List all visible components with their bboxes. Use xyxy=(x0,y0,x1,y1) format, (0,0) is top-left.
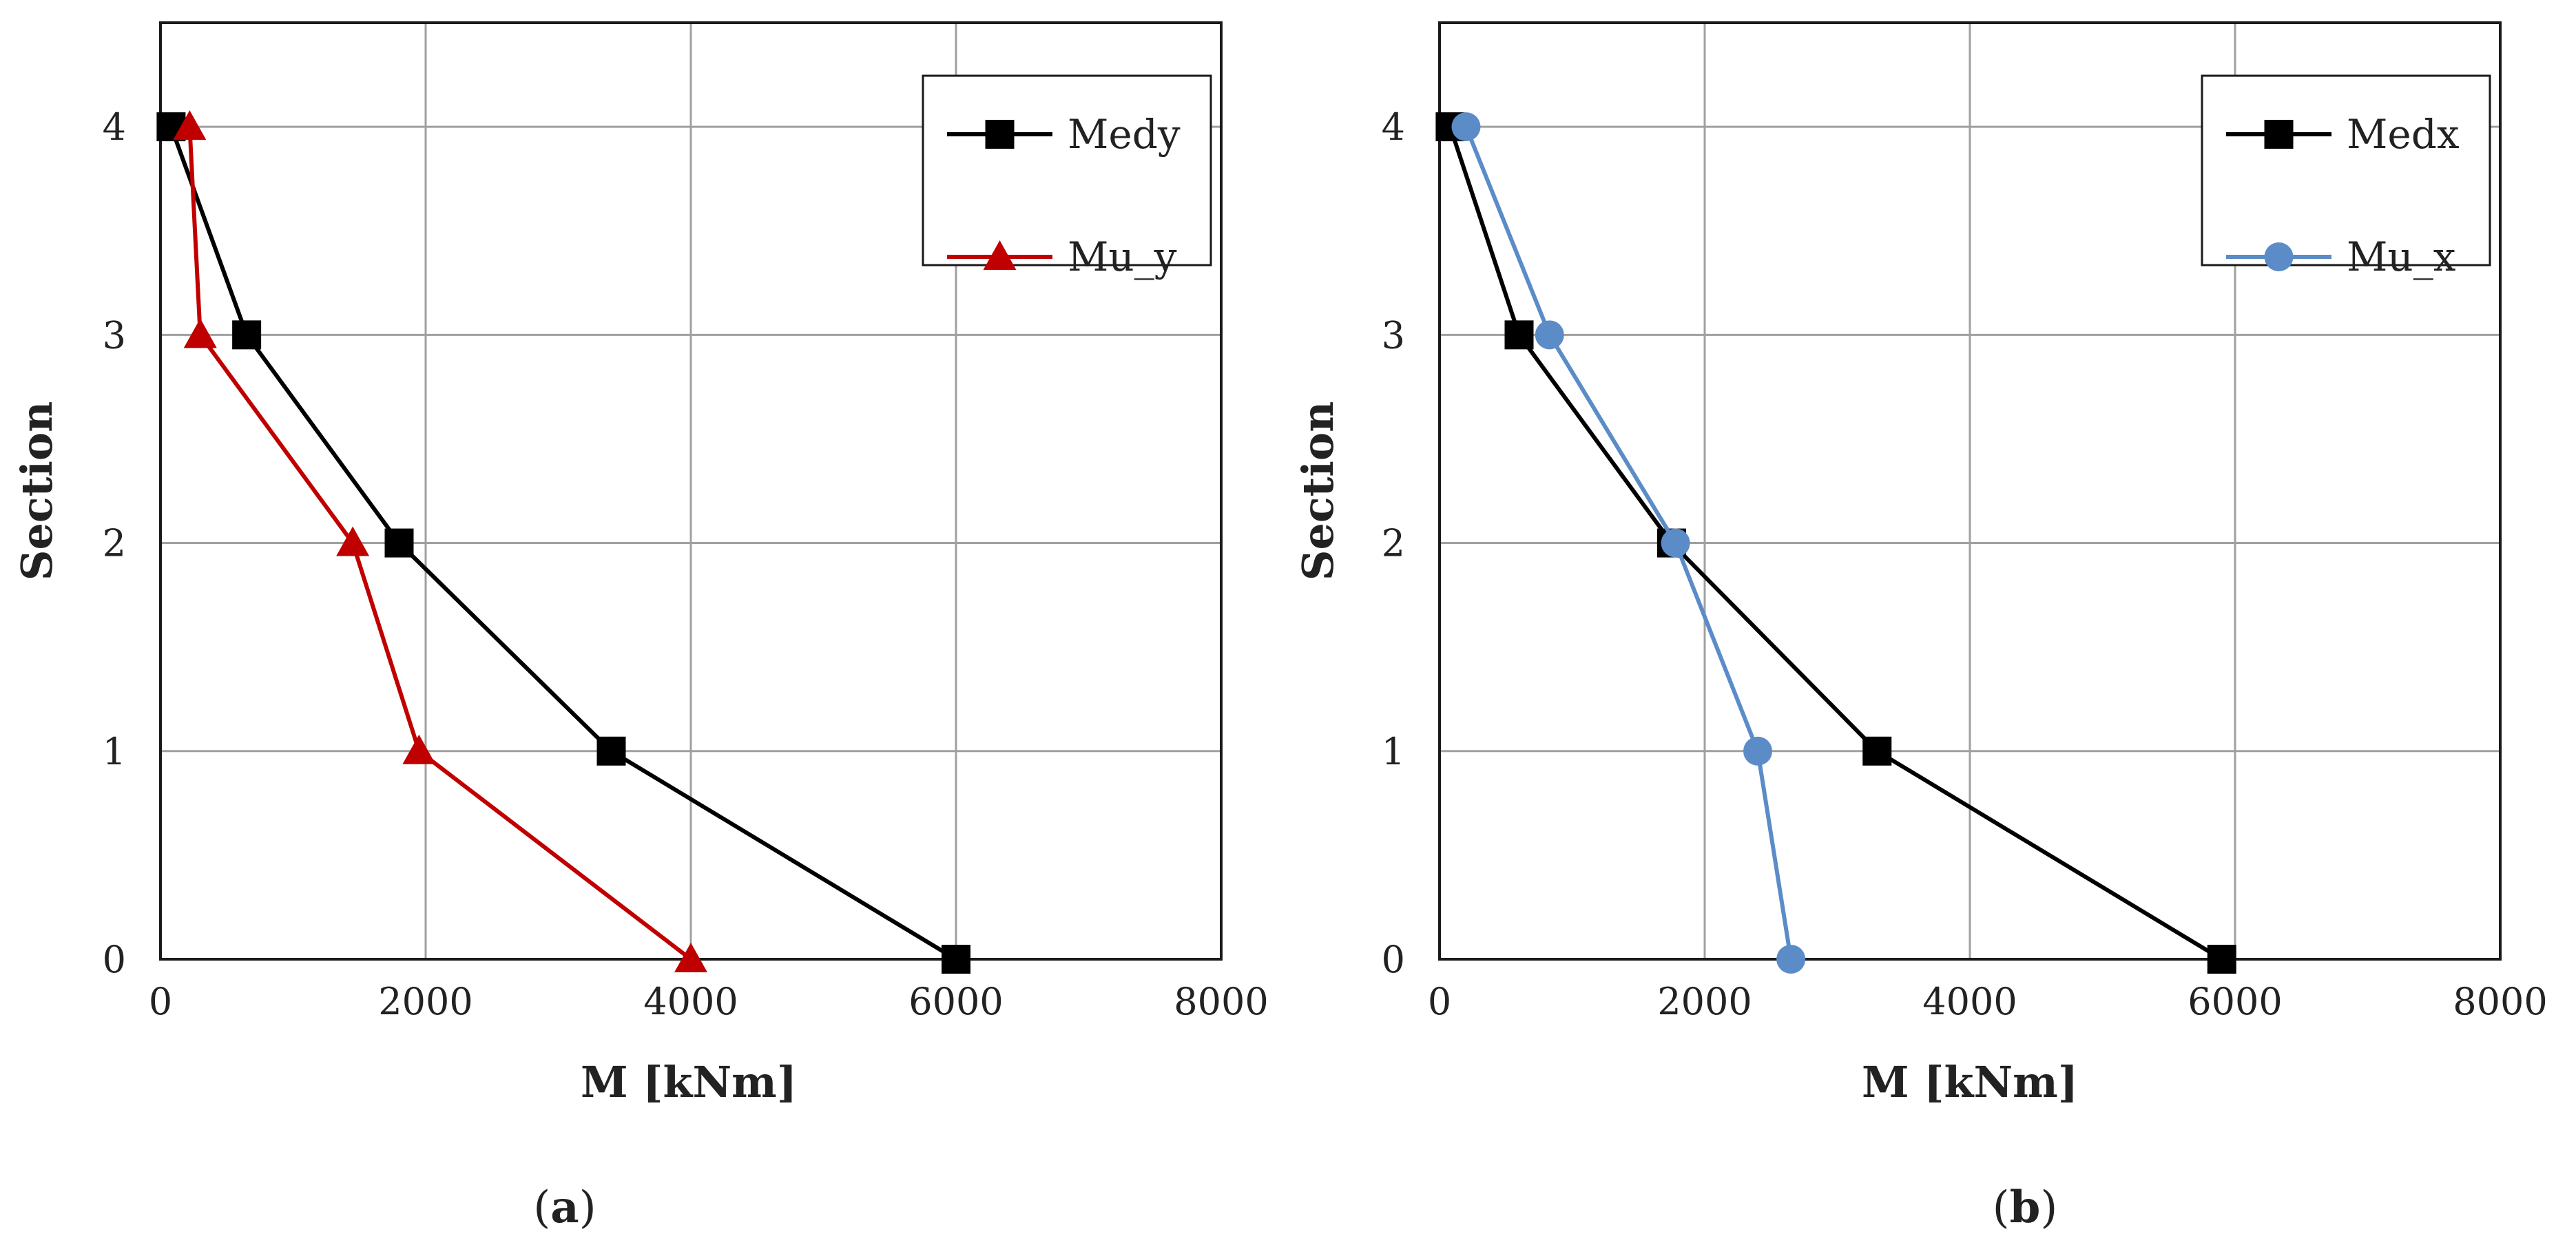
chart-panel-b: 0 2000 4000 6000 8000 0 1 2 3 4 M [kNm] Section Medx… xyxy=(1293,21,2548,1233)
x-axis-title: M [kNm] xyxy=(581,1057,797,1107)
plot-area-frame xyxy=(1438,21,2502,961)
legend-marker xyxy=(985,120,1015,149)
panel-label-open: ( xyxy=(533,1182,550,1233)
data-point-marker xyxy=(1661,528,1690,558)
legend: Medy Mu_y xyxy=(922,74,1212,280)
data-point-marker xyxy=(942,945,970,974)
x-tick-label: 4000 xyxy=(643,980,738,1023)
y-tick-label: 2 xyxy=(1382,522,1405,565)
data-point-marker xyxy=(336,526,370,556)
legend-marker xyxy=(2264,120,2294,149)
data-point-marker xyxy=(183,318,217,348)
x-tick-label: 4000 xyxy=(1922,980,2017,1023)
y-tick-label: 3 xyxy=(103,313,126,357)
panel-label: (b) xyxy=(1993,1182,2058,1233)
data-point-marker xyxy=(1535,320,1564,350)
y-tick-label: 3 xyxy=(1382,313,1405,357)
data-point-marker xyxy=(1504,320,1534,350)
panel-label: (a) xyxy=(533,1182,596,1233)
legend-marker xyxy=(2264,242,2294,271)
x-axis-title: M [kNm] xyxy=(1862,1057,2078,1107)
panel-label-close: ) xyxy=(579,1182,596,1233)
legend-label: Mu_x xyxy=(2347,233,2455,280)
legend-box xyxy=(2201,74,2491,266)
x-tick-label: 8000 xyxy=(2453,980,2547,1023)
legend-label: Medy xyxy=(1068,111,1181,158)
data-point-marker xyxy=(232,320,262,350)
legend-label: Mu_y xyxy=(1068,233,1177,280)
y-axis-title: Section xyxy=(1293,401,1343,581)
x-tick-label: 6000 xyxy=(2188,980,2282,1023)
legend: Medx Mu_x xyxy=(2201,74,2491,280)
data-point-marker xyxy=(402,734,436,764)
data-point-marker xyxy=(1743,736,1772,766)
y-tick-label: 1 xyxy=(103,730,126,773)
legend-label: Medx xyxy=(2347,111,2460,158)
x-tick-label: 0 xyxy=(149,980,172,1023)
legend-marker xyxy=(983,240,1017,270)
y-tick-label: 0 xyxy=(103,938,126,981)
x-tick-label: 2000 xyxy=(378,980,472,1023)
y-tick-label: 1 xyxy=(1382,730,1405,773)
x-tick-label: 8000 xyxy=(1174,980,1268,1023)
y-tick-label: 2 xyxy=(103,522,126,565)
y-tick-label: 0 xyxy=(1382,938,1405,981)
series-Mu_y xyxy=(173,110,707,972)
panel-label-letter: b xyxy=(2010,1182,2041,1233)
y-tick-label: 4 xyxy=(1382,105,1405,149)
panel-label-open: ( xyxy=(1993,1182,2010,1233)
chart-panel-a: 0 2000 4000 6000 8000 0 1 2 3 4 M [kNm] Section Medy… xyxy=(12,21,1269,1233)
legend-box xyxy=(922,74,1212,266)
data-point-marker xyxy=(173,110,207,140)
y-axis-title: Section xyxy=(12,401,62,581)
series-Mu_x xyxy=(1451,112,1806,974)
data-point-marker xyxy=(1776,945,1806,974)
data-point-marker xyxy=(1451,112,1481,142)
x-tick-label: 2000 xyxy=(1657,980,1752,1023)
panel-label-close: ) xyxy=(2040,1182,2057,1233)
data-point-marker xyxy=(384,528,414,558)
x-tick-label: 6000 xyxy=(908,980,1003,1023)
x-tick-label: 0 xyxy=(1428,980,1451,1023)
panel-label-letter: a xyxy=(550,1182,579,1233)
series-Medy xyxy=(156,112,970,974)
y-tick-label: 4 xyxy=(103,105,126,149)
data-point-marker xyxy=(596,736,626,766)
data-point-marker xyxy=(2207,945,2236,974)
data-point-marker xyxy=(674,943,707,972)
data-point-marker xyxy=(1862,736,1892,766)
